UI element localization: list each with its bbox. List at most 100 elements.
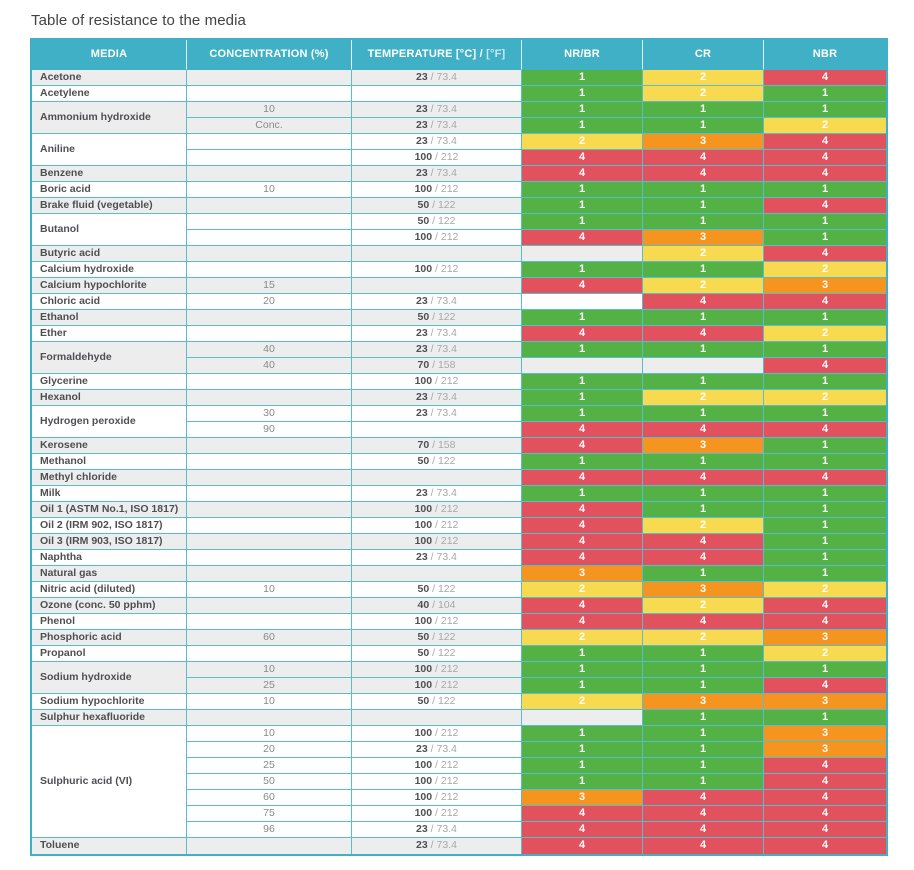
table-row: Sulphuric acid (VI) 10 100 / 212 1 1 3 (32, 726, 886, 838)
temperature-cell: 23 / 73.4 (352, 70, 522, 86)
rating-cell-nr-br: 1 (522, 646, 643, 662)
rating-cell-cr: 1 (643, 774, 764, 790)
temperature-fahrenheit: / 122 (429, 198, 456, 211)
rating-cell-nr-br: 4 (522, 806, 643, 822)
rating-cell-cr: 4 (643, 806, 764, 822)
media-cell: Sulphuric acid (VI) (32, 726, 187, 838)
rating-cell-cr: 4 (643, 166, 764, 182)
rating-cell-cr: 1 (643, 678, 764, 694)
table-row: Propanol 50 / 122 1 1 2 (32, 646, 886, 662)
temperature-fahrenheit: / 73.4 (427, 166, 457, 179)
temperature-cell: 23 / 73.4 (352, 838, 522, 854)
rating-cell-nr-br: 4 (522, 150, 643, 166)
temperature-fahrenheit: / 212 (432, 662, 459, 675)
concentration-cell (187, 374, 352, 390)
rating-cell-cr: 1 (643, 262, 764, 278)
temperature-cell: 23 / 73.4 (352, 406, 522, 422)
temperature-celsius: 23 (416, 70, 428, 83)
temperature-cell: 100 / 212 (352, 502, 522, 518)
temperature-celsius: 23 (416, 486, 428, 499)
rating-cell-nr-br: 1 (522, 486, 643, 502)
rating-cell-nbr: 4 (764, 294, 886, 310)
concentration-cell (187, 646, 352, 662)
rating-cell-cr: 1 (643, 454, 764, 470)
table-row: Boric acid 10 100 / 212 1 1 1 (32, 182, 886, 198)
temperature-fahrenheit: / 73.4 (427, 550, 457, 563)
column-header-nr-br: NR/BR (522, 40, 643, 70)
temperature-fahrenheit: / 73.4 (427, 390, 457, 403)
rating-cell-nr-br: 1 (522, 406, 643, 422)
temperature-fahrenheit: / 73.4 (427, 406, 457, 419)
concentration-cell: 96 (187, 822, 352, 838)
temperature-cell: 100 / 212 (352, 678, 522, 694)
rating-cell-nbr: 3 (764, 278, 886, 294)
table-row: Hydrogen peroxide 30 23 / 73.4 1 1 1 (32, 406, 886, 438)
concentration-cell: 50 (187, 774, 352, 790)
rating-cell-cr: 4 (643, 294, 764, 310)
temperature-cell: 100 / 212 (352, 518, 522, 534)
media-cell: Ethanol (32, 310, 187, 326)
temperature-celsius: 50 (417, 694, 430, 707)
concentration-cell (187, 134, 352, 150)
concentration-cell: 15 (187, 278, 352, 294)
resistance-table: MEDIA CONCENTRATION (%) TEMPERATURE [°C]… (30, 38, 888, 856)
rating-cell-nr-br: 4 (522, 550, 643, 566)
concentration-cell (187, 550, 352, 566)
table-row: Sodium hydroxide 10 100 / 212 1 1 1 (32, 662, 886, 694)
rating-cell-cr: 2 (643, 390, 764, 406)
temperature-cell: 100 / 212 (352, 662, 522, 678)
rating-cell-cr: 1 (643, 502, 764, 518)
rating-cell-nbr: 1 (764, 502, 886, 518)
rating-cell-cr: 4 (643, 822, 764, 838)
media-cell: Phenol (32, 614, 187, 630)
temperature-fahrenheit: / 122 (429, 630, 456, 643)
column-header-media: MEDIA (32, 40, 187, 70)
rating-cell-nr-br: 4 (522, 598, 643, 614)
temperature-fahrenheit: / 212 (432, 790, 459, 803)
rating-cell-nbr: 3 (764, 630, 886, 646)
rating-cell-cr: 1 (643, 758, 764, 774)
rating-cell-cr: 1 (643, 342, 764, 358)
media-cell: Kerosene (32, 438, 187, 454)
temperature-cell: 23 / 73.4 (352, 326, 522, 342)
temperature-celsius: 100 (414, 662, 433, 675)
temperature-fahrenheit: / 122 (429, 454, 456, 467)
temperature-cell: 100 / 212 (352, 150, 522, 166)
rating-cell-nbr: 1 (764, 550, 886, 566)
rating-cell-cr: 1 (643, 566, 764, 582)
table-row: 50 100 / 212 1 1 4 (32, 774, 886, 790)
rating-cell-nr-br: 1 (522, 102, 643, 118)
rating-cell-nr-br: 1 (522, 726, 643, 742)
rating-cell-nbr: 4 (764, 806, 886, 822)
rating-cell-nr-br: 2 (522, 630, 643, 646)
table-row: Ozone (conc. 50 pphm) 40 / 104 4 2 4 (32, 598, 886, 614)
temperature-fahrenheit: / 212 (432, 230, 459, 243)
concentration-cell: Conc. (187, 118, 352, 134)
media-cell: Calcium hydroxide (32, 262, 187, 278)
temperature-cell: 100 / 212 (352, 182, 522, 198)
temperature-fahrenheit: / 212 (432, 806, 459, 819)
rating-cell-nr-br (522, 710, 643, 726)
rating-cell-nr-br: 1 (522, 262, 643, 278)
temperature-cell: 100 / 212 (352, 534, 522, 550)
temperature-celsius: 100 (414, 374, 433, 387)
rating-cell-nbr: 2 (764, 326, 886, 342)
rating-cell-nr-br: 3 (522, 566, 643, 582)
rating-cell-nbr: 2 (764, 118, 886, 134)
media-cell: Phosphoric acid (32, 630, 187, 646)
concentration-cell (187, 566, 352, 582)
temperature-cell (352, 710, 522, 726)
temperature-cell: 50 / 122 (352, 454, 522, 470)
concentration-cell (187, 390, 352, 406)
media-cell: Naphtha (32, 550, 187, 566)
rating-cell-nbr: 2 (764, 646, 886, 662)
media-cell: Calcium hypochlorite (32, 278, 187, 294)
media-cell: Sodium hydroxide (32, 662, 187, 694)
rating-cell-nr-br: 1 (522, 678, 643, 694)
temperature-celsius: 23 (416, 822, 428, 835)
rating-cell-nbr: 1 (764, 182, 886, 198)
concentration-cell: 20 (187, 294, 352, 310)
rating-cell-cr: 2 (643, 86, 764, 102)
table-row: Butyric acid 2 4 (32, 246, 886, 262)
temperature-fahrenheit: / 212 (432, 678, 459, 691)
